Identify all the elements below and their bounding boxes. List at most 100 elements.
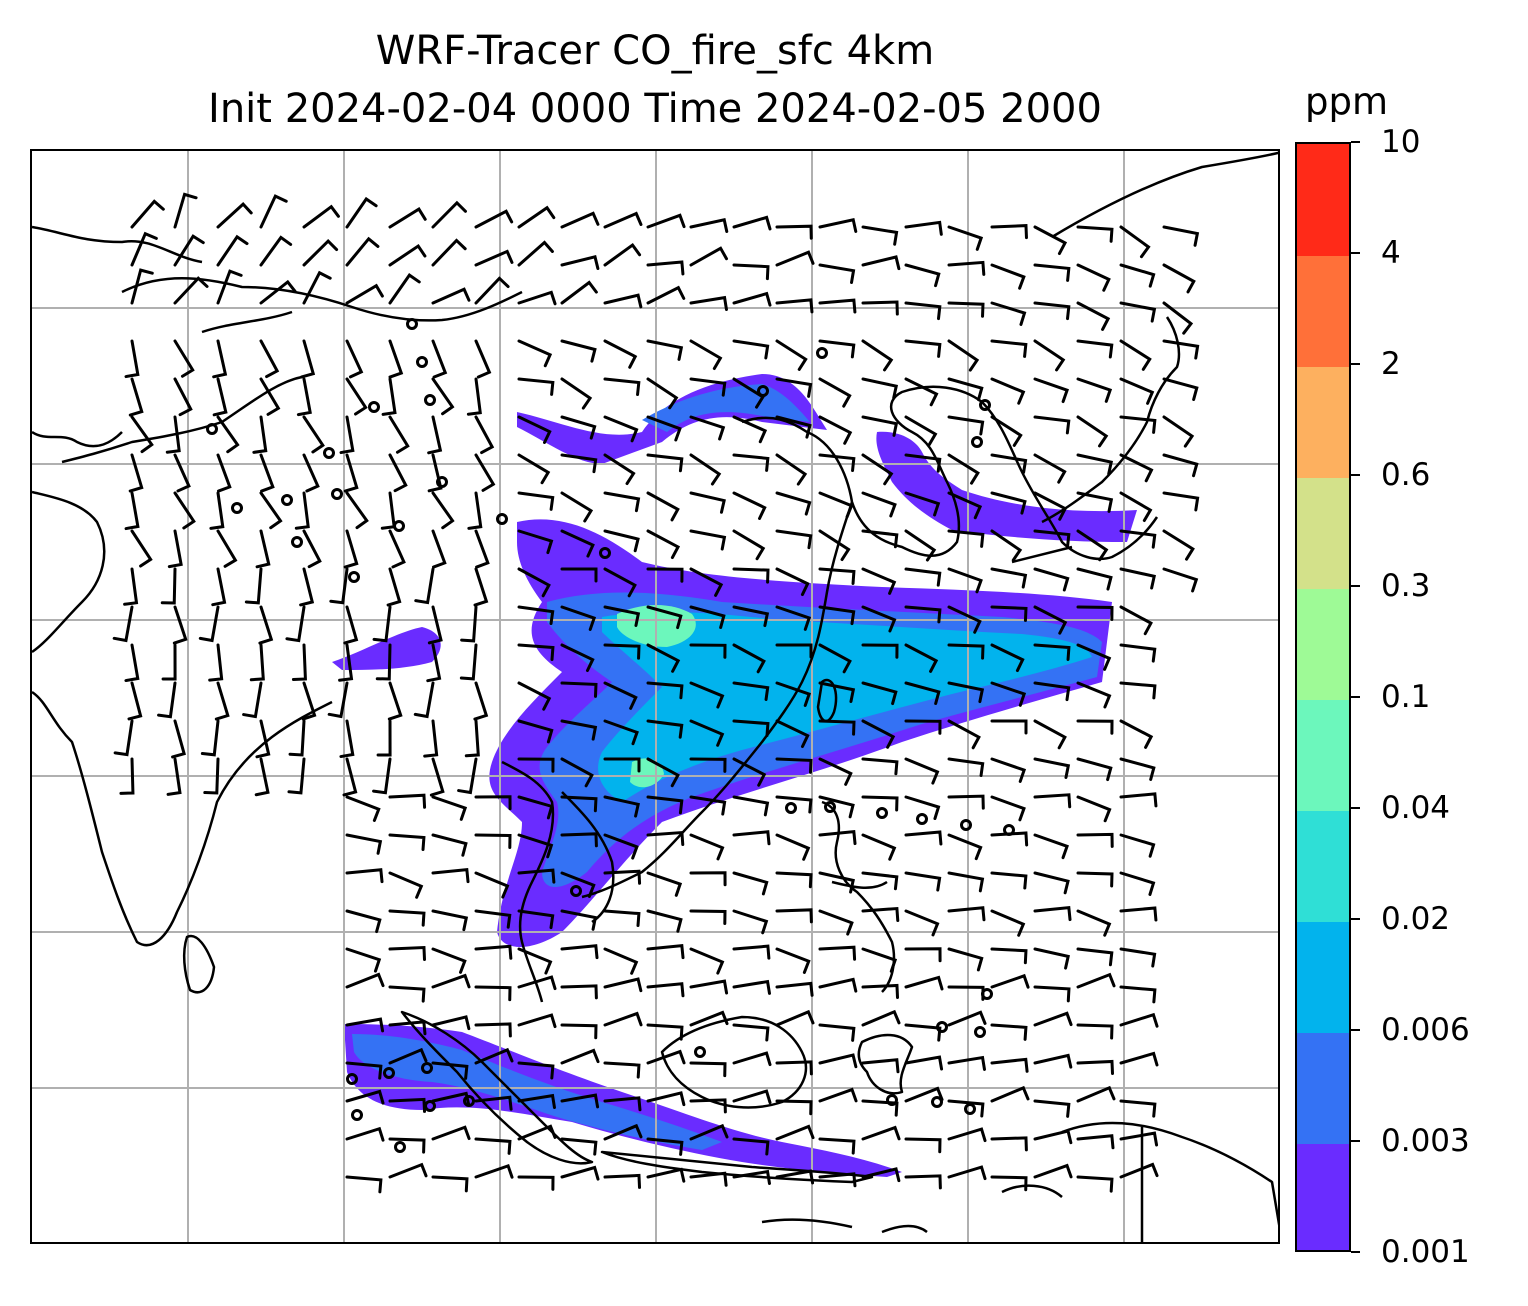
colorbar-segment [1297,588,1349,700]
wind-barb [474,1137,512,1155]
wind-barb [603,719,639,746]
wind-barb [732,377,765,409]
wind-barb [1076,1085,1116,1103]
wind-barb [474,871,510,899]
colorbar-tick-label: 0.04 [1381,790,1451,826]
wind-barb [431,868,470,884]
wind-barb [732,1169,771,1185]
wind-barb [216,269,243,305]
wind-barb [990,263,1026,290]
wind-barb [861,1058,900,1074]
wind-barb [1119,1051,1159,1067]
wind-barb [990,871,1028,890]
calm-wind-marker [331,488,343,500]
wind-barb [1119,833,1156,858]
wind-barb [689,947,725,975]
wind-barb [689,377,727,397]
wind-barb [732,795,770,817]
wind-barb [388,1020,427,1036]
wind-barb [474,985,512,1002]
wind-barb [388,273,421,305]
wind-barb [1076,757,1113,782]
wind-barb [302,204,340,229]
wind-barb [560,1165,600,1181]
wind-barb [732,830,771,846]
map-title-line-1: WRF-Tracer CO_fire_sfc 4km [375,28,935,74]
plume-north-china-core [642,384,810,432]
wind-barb [431,909,469,932]
wind-barb [904,377,939,407]
wind-barb [302,415,325,454]
wind-barb [342,757,358,797]
wind-barb [431,1061,469,1080]
wind-barb [646,213,686,229]
wind-barb [861,300,899,316]
wind-barb [603,293,643,309]
colorbar-segment [1297,699,1349,811]
colorbar-segment [1297,1032,1349,1144]
wind-barb [517,868,556,884]
wind-barb [1119,1131,1159,1147]
wind-barb [1076,339,1114,359]
wind-barb [1076,605,1114,621]
wind-barb [1033,567,1070,592]
calm-wind-marker [346,1073,358,1085]
wind-barb [517,240,554,267]
wind-barb [603,605,641,627]
wind-barb [947,794,985,810]
wind-barb [861,757,899,776]
calm-wind-marker [931,1096,943,1108]
wind-barb [259,235,293,267]
wind-barb [947,757,985,778]
wind-barb [216,201,253,229]
wind-barb [689,217,729,233]
wind-barb [517,529,554,555]
wind-barb [1033,985,1071,1003]
wind-barb [775,871,813,889]
wind-barb [1033,415,1071,435]
wind-barb [861,225,899,246]
wind-barb [560,1023,598,1040]
wind-barb [517,681,552,711]
wind-barb [603,339,638,369]
wind-barb [861,255,901,271]
colorbar-segment [1297,255,1349,367]
calm-wind-marker [971,436,983,448]
wind-barb [818,945,857,961]
wind-barb [345,339,364,379]
wind-barb [413,681,435,719]
wind-barb [947,301,985,318]
wind-barb [300,339,316,379]
wind-barb [560,681,598,698]
calm-wind-marker [979,399,991,411]
wind-barb [689,681,725,709]
wind-barb [339,719,355,759]
wind-barb [990,757,1027,783]
calm-wind-marker [599,547,611,559]
wind-barb [603,567,637,598]
wind-barb [947,906,986,922]
wind-barb [732,643,766,674]
wind-barb [431,238,467,267]
wind-barb [947,681,985,704]
wind-barb [818,977,858,993]
wind-barb [1119,339,1152,371]
colorbar-tick-label: 10 [1381,124,1421,160]
wind-barb [646,605,683,630]
wind-barb [646,260,685,276]
wind-barb [127,681,143,721]
wind-barb [1076,1023,1114,1040]
wind-barb [173,453,191,493]
wind-barb [947,415,985,436]
wind-barb [1033,905,1072,922]
wind-barb [689,1098,727,1114]
wind-barb [603,529,640,553]
wind-barb [861,377,899,400]
wind-barb [646,285,686,305]
wind-barb [646,1091,686,1107]
wind-barb [818,529,851,562]
wind-barb [646,339,684,361]
colorbar-segment [1297,144,1349,256]
wind-barb [947,1099,985,1118]
wind-barb [431,491,455,530]
